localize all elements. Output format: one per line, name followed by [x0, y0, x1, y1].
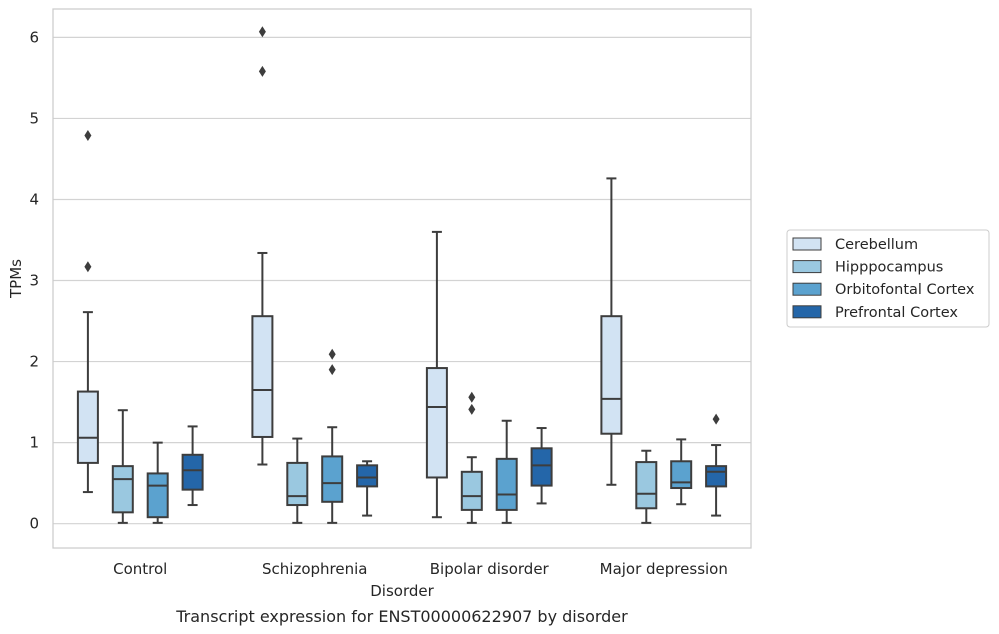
- outlier-point: [84, 261, 92, 273]
- box-iqr: [460, 470, 483, 511]
- x-axis-label: Disorder: [370, 582, 434, 600]
- legend-swatch: [792, 237, 822, 251]
- box-hipppocampus: [460, 391, 483, 524]
- y-tick-label: 0: [29, 515, 39, 533]
- x-tick-label: Control: [113, 560, 167, 578]
- box-iqr: [111, 465, 134, 514]
- box-iqr: [251, 315, 274, 438]
- boxes: [76, 26, 728, 524]
- box-cerebellum: [600, 177, 623, 486]
- box-cerebellum: [425, 230, 448, 519]
- outlier-point: [328, 348, 336, 360]
- y-tick-label: 1: [29, 434, 39, 452]
- outlier-point: [328, 364, 336, 376]
- box-iqr: [635, 461, 658, 510]
- legend-label: Cerebellum: [835, 237, 918, 253]
- box-prefrontal-cortex: [530, 427, 553, 505]
- box-iqr: [425, 367, 448, 479]
- legend-label: Orbitofontal Cortex: [835, 282, 975, 298]
- box-cerebellum: [76, 129, 99, 494]
- box-iqr: [705, 465, 728, 488]
- box-orbitofontal-cortex: [146, 441, 169, 524]
- box-iqr: [670, 460, 693, 490]
- plot-frame: [52, 8, 752, 549]
- legend-swatch: [792, 305, 822, 319]
- box-iqr: [495, 457, 518, 511]
- outlier-point: [468, 391, 476, 403]
- y-tick-label: 2: [29, 353, 39, 371]
- x-tick-label: Schizophrenia: [262, 560, 367, 578]
- box-iqr: [321, 455, 344, 503]
- outlier-point: [84, 129, 92, 141]
- box-prefrontal-cortex: [181, 425, 204, 507]
- x-tick-label: Bipolar disorder: [430, 560, 550, 578]
- outlier-point: [468, 403, 476, 415]
- box-iqr: [356, 464, 379, 488]
- box-iqr: [286, 461, 309, 507]
- outlier-point: [258, 65, 266, 77]
- x-axis-ticks: Control Schizophrenia Bipolar disorder Majo…: [113, 560, 728, 578]
- box-cerebellum: [251, 26, 274, 466]
- box-orbitofontal-cortex: [495, 419, 518, 524]
- box-hipppocampus: [635, 449, 658, 524]
- y-axis-label: TPMs: [7, 259, 25, 299]
- legend: Cerebellum Hipppocampus Orbitofontal Corte…: [786, 229, 990, 328]
- y-tick-label: 4: [29, 190, 39, 208]
- box-iqr: [600, 315, 623, 435]
- chart-caption: Transcript expression for ENST0000062290…: [175, 607, 628, 626]
- box-prefrontal-cortex: [356, 460, 379, 517]
- box-iqr: [181, 453, 204, 491]
- box-orbitofontal-cortex: [670, 438, 693, 506]
- box-hipppocampus: [111, 409, 134, 524]
- y-tick-label: 5: [29, 109, 39, 127]
- box-iqr: [76, 390, 99, 464]
- box-prefrontal-cortex: [705, 413, 728, 517]
- legend-label: Prefrontal Cortex: [835, 305, 958, 321]
- gridlines: [53, 36, 751, 525]
- outlier-point: [712, 413, 720, 425]
- legend-frame: [786, 229, 990, 328]
- box-orbitofontal-cortex: [321, 348, 344, 524]
- y-tick-label: 6: [29, 28, 39, 46]
- legend-label: Hipppocampus: [835, 260, 943, 276]
- legend-swatch: [792, 260, 822, 274]
- legend-swatch: [792, 282, 822, 296]
- box-iqr: [530, 447, 553, 487]
- y-tick-label: 3: [29, 272, 39, 290]
- box-hipppocampus: [286, 437, 309, 524]
- y-axis-ticks: 0 1 2 3 4 5 6: [29, 28, 39, 532]
- x-tick-label: Major depression: [600, 560, 728, 578]
- box-iqr: [146, 472, 169, 519]
- outlier-point: [258, 26, 266, 38]
